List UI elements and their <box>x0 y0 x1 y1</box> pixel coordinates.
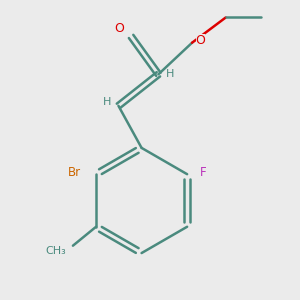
Text: O: O <box>196 34 206 47</box>
Text: H: H <box>103 98 111 107</box>
Text: CH₃: CH₃ <box>45 246 66 256</box>
Text: F: F <box>200 166 206 178</box>
Text: Br: Br <box>68 166 81 178</box>
Text: H: H <box>166 69 174 79</box>
Text: O: O <box>114 22 124 34</box>
